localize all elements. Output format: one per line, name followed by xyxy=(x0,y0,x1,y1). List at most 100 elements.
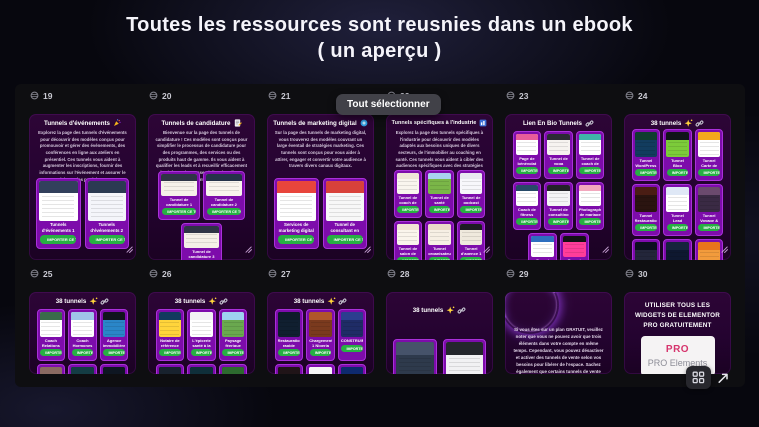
import-tunnel-button[interactable]: IMPORTER CE TUNNEL xyxy=(666,224,689,231)
import-tunnel-button[interactable]: IMPORTER CE TUNNEL xyxy=(635,169,657,176)
template-tile-24[interactable]: 38 tunnels Tunnel WordPress IMPORTER CE TU… xyxy=(624,114,731,260)
tunnel-card[interactable]: Photographe de mariage IMPORTER CE TUNNEL xyxy=(575,182,605,230)
expand-button[interactable] xyxy=(714,370,732,387)
template-tile-19[interactable]: Tunnels d'événements Explorez la page des… xyxy=(29,114,136,260)
import-tunnel-button[interactable]: IMPORTER CE TUNNEL xyxy=(547,218,570,225)
tunnel-card[interactable]: Tunnel Restauration IMPORTER CE TUNNEL xyxy=(631,184,661,236)
tunnel-card[interactable]: Restauration rapide IMPORTER CE TUNNEL xyxy=(274,309,304,361)
import-tunnel-button[interactable]: IMPORTER CE TUNNEL xyxy=(516,167,538,174)
template-tile-26[interactable]: 38 tunnels Notaire de référence IMPORTER C… xyxy=(148,292,255,374)
template-tile-25[interactable]: 38 tunnels Coach Relations IMPORTER CE TUN… xyxy=(29,292,136,374)
import-tunnel-button[interactable]: IMPORTER CE TUNNEL xyxy=(190,349,213,356)
tunnel-card[interactable]: IMPORTER CE TUNNEL xyxy=(393,339,437,374)
tunnel-card[interactable]: Tunnel de salon de coiffure IMPORTER CE T… xyxy=(393,221,423,260)
tunnel-card[interactable]: Tunnel ÉvénementielIMPORTER CE TUNNEL xyxy=(663,239,692,260)
import-tunnel-button[interactable]: IMPORTER CE TUNNEL xyxy=(397,206,419,213)
tunnel-card[interactable]: IMPORTER CE TUNNEL xyxy=(442,339,486,374)
tunnel-card[interactable]: Tunnel Carte de visite IMPORTER CE TUNNEL xyxy=(694,129,724,181)
link-icon xyxy=(338,298,347,305)
import-tunnel-button[interactable]: IMPORTER CE TUNNEL xyxy=(460,206,482,213)
import-tunnel-button[interactable]: IMPORTER CE TUNNEL xyxy=(428,206,451,213)
template-tile-22[interactable]: Tunnels spécifiques à l'industrie Explore… xyxy=(386,114,493,260)
tunnel-card[interactable]: Tunnel de candidature 2 IMPORTER CE TUNNE… xyxy=(203,171,245,220)
tunnel-card[interactable]: Coach Hormones IMPORTER CE TUNNEL xyxy=(68,309,97,361)
import-tunnel-button[interactable]: IMPORTER CE TUNNEL xyxy=(579,218,601,225)
import-tunnel-button[interactable]: IMPORTER CE TUNNEL xyxy=(40,349,62,356)
import-tunnel-button[interactable]: IMPORTER CE TUNNEL xyxy=(428,257,451,260)
template-tile-23[interactable]: Lien En Bio Tunnels Page de bénévolat IMPO… xyxy=(505,114,612,260)
tunnel-card[interactable]: L'épicerie santé à la maison IMPORTER CE … xyxy=(187,309,216,361)
import-tunnel-button[interactable]: IMPORTER CE TUNNEL xyxy=(278,349,300,356)
import-tunnel-button[interactable]: IMPORTER CE TUNNEL xyxy=(579,167,601,174)
tunnel-card[interactable]: Chargement 1 Nigeria nature IMPORTER CE T… xyxy=(306,309,335,361)
template-tile-21[interactable]: Tunnels de marketing digital Sur la page … xyxy=(267,114,374,260)
tunnel-card[interactable]: CONSTRUIRE IMPORTER CE TUNNEL xyxy=(337,309,367,361)
grid-view-button[interactable] xyxy=(686,366,711,389)
import-tunnel-button[interactable]: IMPORTER CE TUNNEL xyxy=(341,345,363,352)
tunnel-card[interactable]: IMPORTER CE TUNNEL xyxy=(155,364,185,374)
import-tunnel-button[interactable]: IMPORTER CE TUNNEL xyxy=(103,349,125,356)
import-tunnel-button[interactable]: IMPORTER CE TUNNEL xyxy=(71,349,94,356)
import-tunnel-button[interactable]: IMPORTER CE TUNNEL xyxy=(516,218,538,225)
import-tunnel-button[interactable]: IMPORTER CE TUNNEL xyxy=(666,169,689,176)
tunnel-card[interactable]: IMPORTER CE TUNNEL xyxy=(99,364,129,374)
tunnel-card[interactable]: Coach de fitness IMPORTER CE TUNNEL xyxy=(512,182,542,230)
import-tunnel-button[interactable]: IMPORTER CE TUNNEL xyxy=(207,208,241,215)
tunnel-card[interactable]: Tunnel Plugin VidéoIMPORTER CE TUNNEL xyxy=(631,239,661,260)
tunnel-card[interactable]: IMPORTER CE TUNNEL xyxy=(274,364,304,374)
tunnel-card[interactable]: IMPORTER CE TUNNEL xyxy=(36,364,66,374)
tunnel-card[interactable]: Tunnel de podcast IMPORTER CE TUNNEL xyxy=(456,170,486,218)
tunnel-card[interactable]: Coach Relations IMPORTER CE TUNNEL xyxy=(36,309,66,361)
tunnel-card[interactable]: Tunnel immobilierIMPORTER CE TUNNEL xyxy=(528,233,557,260)
tunnel-card[interactable]: Tunnel de consulting IMPORTER CE TUNNEL xyxy=(544,182,573,230)
tunnel-card[interactable]: Page de bénévolat IMPORTER CE TUNNEL xyxy=(512,131,542,179)
tunnel-card[interactable]: Services de marketing digital IMPORTER CE… xyxy=(274,178,319,249)
tunnel-card[interactable]: Tunnel de yoga IMPORTER CE TUNNEL xyxy=(544,131,573,179)
tunnel-card[interactable]: Paysage féerique IMPORTER CE TUNNEL xyxy=(218,309,248,361)
tunnel-card[interactable]: Tunnels d'événements 2 IMPORTER CE TUNNEL xyxy=(84,178,129,249)
import-tunnel-button[interactable]: IMPORTER CE TUNNEL xyxy=(162,208,196,215)
import-tunnel-button[interactable]: IMPORTER CE TUNNEL xyxy=(698,224,720,231)
import-tunnel-button[interactable]: IMPORTER CE TUNNEL xyxy=(460,257,482,260)
tunnel-card[interactable]: Tunnel organisateur de soirée IMPORTER CE… xyxy=(425,221,454,260)
tunnel-card[interactable]: Tunnel Lead Magnet IMPORTER CE TUNNEL xyxy=(663,184,692,236)
template-tile-27[interactable]: 38 tunnels Restauration rapide IMPORTER CE… xyxy=(267,292,374,374)
template-tile-28[interactable]: 38 tunnels IMPORTER CE TUNNELIMPORTER CE … xyxy=(386,292,493,374)
import-tunnel-button[interactable]: IMPORTER CE TUNNEL xyxy=(698,169,720,176)
import-tunnel-button[interactable]: IMPORTER CE TUNNEL xyxy=(635,224,657,231)
import-tunnel-button[interactable]: IMPORTER CE TUNNEL xyxy=(159,349,181,356)
tunnel-card[interactable]: Tunnel d'agence 1 IMPORTER CE TUNNEL xyxy=(456,221,486,260)
tunnel-card[interactable]: IMPORTER CE TUNNEL xyxy=(68,364,97,374)
template-tile-20[interactable]: Tunnels de candidature Bienvenue sur la p… xyxy=(148,114,255,260)
tunnel-card[interactable]: Agence immobilière IMPORTER CE TUNNEL xyxy=(99,309,129,361)
import-tunnel-button[interactable]: IMPORTER CE TUNNEL xyxy=(88,235,125,244)
import-tunnel-button[interactable]: IMPORTER CE TUNNEL xyxy=(222,349,244,356)
card-label: Tunnels d'événements 1 xyxy=(41,222,75,233)
tunnel-card[interactable]: Notaire de référence IMPORTER CE TUNNEL xyxy=(155,309,185,361)
tunnel-card[interactable]: IMPORTER CE TUNNEL xyxy=(337,364,367,374)
tunnel-card[interactable]: Tunnel de candidature 3IMPORTER CE TUNNE… xyxy=(180,223,223,260)
tunnel-card[interactable]: Tunnel de coach de vie IMPORTER CE TUNNEL xyxy=(393,170,423,218)
tunnel-card[interactable]: Tunnel Blog premium IMPORTER CE TUNNEL xyxy=(663,129,692,181)
template-tile-29[interactable]: Si vous êtes sur un plan GRATUIT, veuill… xyxy=(505,292,612,374)
import-tunnel-button[interactable]: IMPORTER CE TUNNEL xyxy=(309,349,332,356)
import-tunnel-button[interactable]: IMPORTER CE TUNNEL xyxy=(397,257,419,260)
tunnel-card[interactable]: IMPORTER CE TUNNEL xyxy=(306,364,335,374)
tunnel-card[interactable]: Tunnel de candidature 1 IMPORTER CE TUNNE… xyxy=(158,171,200,220)
template-tile-30[interactable]: UTILISER TOUS LES WIDGETS DE ELEMENTOR P… xyxy=(624,292,731,374)
tunnel-card[interactable]: Tunnels d'événements 1 IMPORTER CE TUNNEL xyxy=(36,178,81,249)
import-tunnel-button[interactable]: IMPORTER CE TUNNEL xyxy=(326,235,363,244)
import-tunnel-button[interactable]: IMPORTER CE TUNNEL xyxy=(40,235,77,244)
tunnel-card[interactable]: Tunnel de coach de yoga IMPORTER CE TUNNE… xyxy=(575,131,605,179)
import-tunnel-button[interactable]: IMPORTER CE TUNNEL xyxy=(547,167,570,174)
tunnel-card[interactable]: IMPORTER CE TUNNEL xyxy=(187,364,216,374)
import-tunnel-button[interactable]: IMPORTER CE TUNNEL xyxy=(278,235,315,244)
tunnel-card[interactable]: Tunnel WordPress IMPORTER CE TUNNEL xyxy=(631,129,661,181)
tunnel-card[interactable]: IMPORTER CE TUNNEL xyxy=(218,364,248,374)
tunnel-card[interactable]: Tunnel de santé IMPORTER CE TUNNEL xyxy=(425,170,454,218)
tunnel-card[interactable]: Tunnel Voyage & Guide IMPORTER CE TUNNEL xyxy=(694,184,724,236)
tunnel-card[interactable]: Tunnel de consultant en marketing IMPORTE… xyxy=(322,178,367,249)
tunnel-card[interactable]: Tunnel Coach sportifIMPORTER CE TUNNEL xyxy=(694,239,724,260)
promo-title: UTILISER TOUS LES WIDGETS DE ELEMENTOR P… xyxy=(634,302,721,330)
